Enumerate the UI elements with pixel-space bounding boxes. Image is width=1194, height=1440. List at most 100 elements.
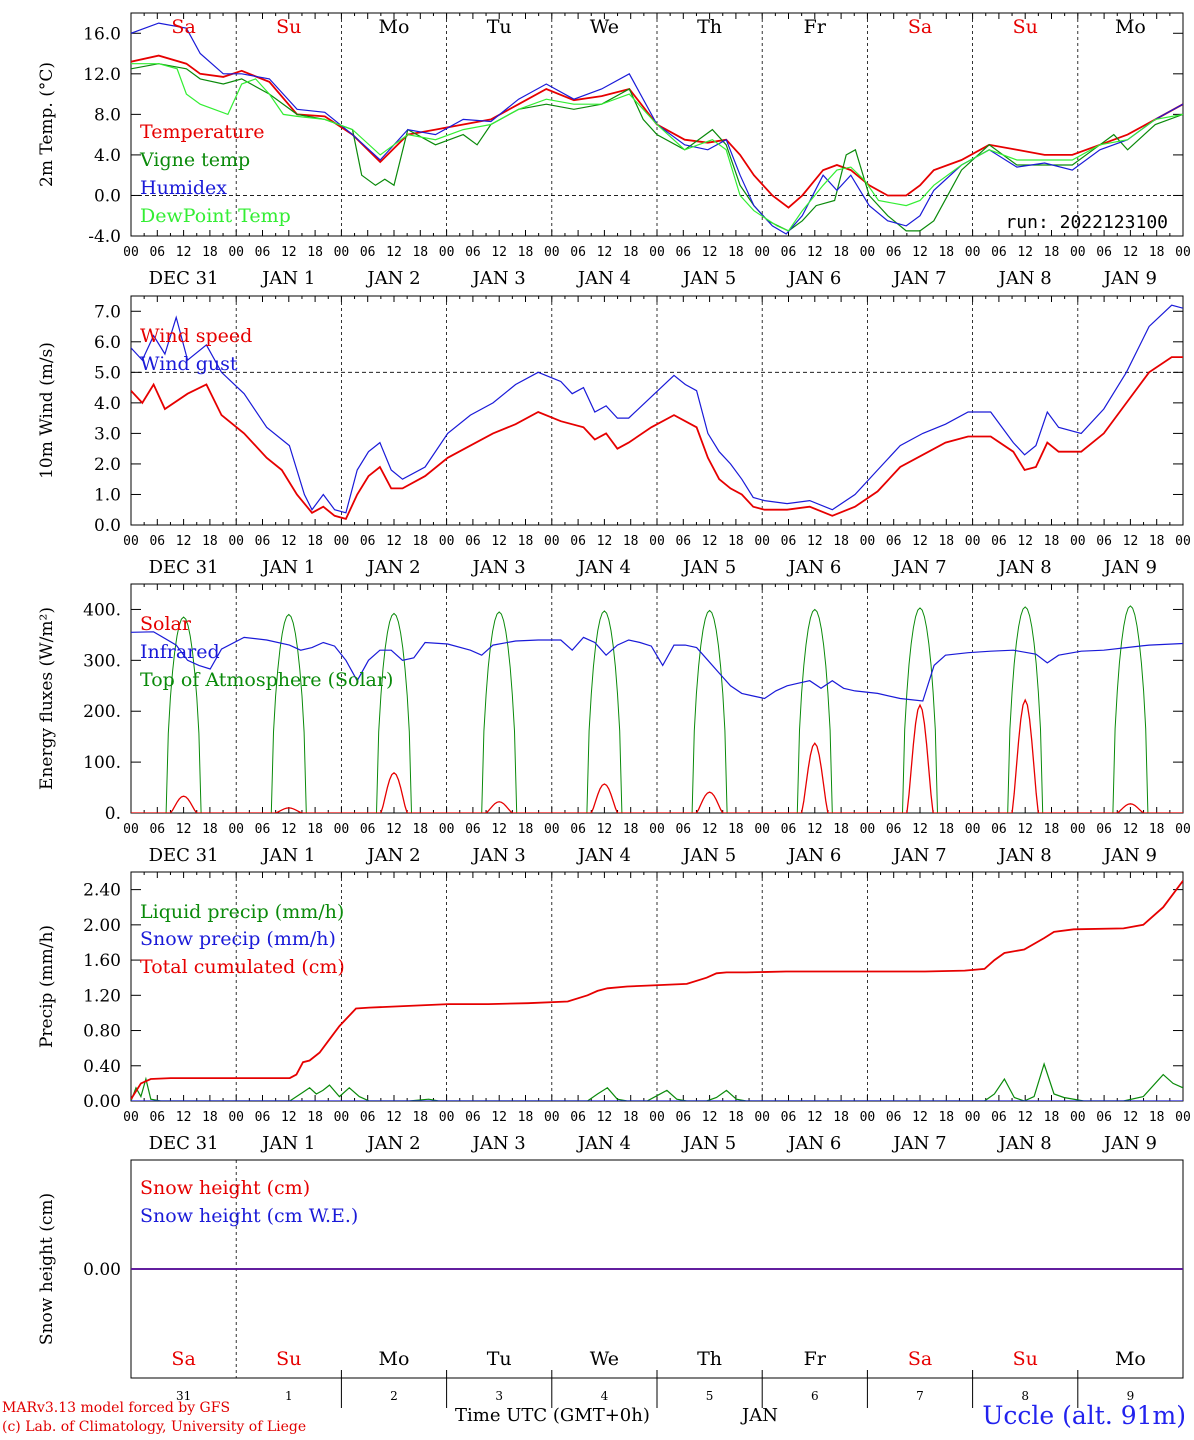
hour-label: 12: [807, 245, 823, 260]
hour-label: 12: [1017, 1110, 1033, 1125]
y-tick-label: 7.0: [94, 302, 121, 322]
date-label: JAN 7: [891, 268, 946, 289]
y-tick-label: 0.: [105, 804, 121, 824]
hour-label: 12: [1017, 245, 1033, 260]
hour-label: 12: [912, 245, 928, 260]
hour-label: 06: [991, 1110, 1007, 1125]
hour-label: 18: [412, 822, 428, 837]
hour-label: 18: [938, 245, 954, 260]
date-label: JAN 8: [997, 268, 1052, 289]
hour-label: 12: [912, 1110, 928, 1125]
series-top-of-atmosphere: [131, 605, 1183, 813]
hour-label: 12: [1017, 822, 1033, 837]
legend-temperature: Temperature: [140, 121, 264, 143]
hour-label: 06: [675, 822, 691, 837]
y-tick-label: 400.: [83, 600, 121, 620]
hour-label: 00: [544, 534, 560, 549]
legend-humidex: Humidex: [140, 177, 227, 199]
day-name: We: [590, 16, 619, 38]
date-label: JAN 6: [786, 557, 841, 578]
hour-label: 00: [860, 822, 876, 837]
day-number: 6: [811, 1389, 819, 1403]
hour-label: 06: [781, 245, 797, 260]
hour-label: 06: [781, 534, 797, 549]
hour-label: 18: [938, 1110, 954, 1125]
hour-label: 06: [1096, 1110, 1112, 1125]
legend-solar: Solar: [140, 613, 192, 635]
day-name: Su: [1013, 1348, 1038, 1370]
hour-label: 00: [334, 245, 350, 260]
hour-label: 00: [123, 822, 139, 837]
hour-label: 18: [833, 534, 849, 549]
month-label: JAN: [742, 1405, 778, 1426]
series-total-cumulated-cm-: [131, 880, 1183, 1100]
y-tick-label: 2.0: [94, 455, 121, 475]
date-label: JAN 6: [786, 1133, 841, 1154]
hour-label: 18: [202, 822, 218, 837]
date-label: JAN 3: [471, 1133, 526, 1154]
hour-label: 00: [228, 1110, 244, 1125]
date-label: JAN 6: [786, 845, 841, 866]
day-number: 8: [1021, 1389, 1029, 1403]
hour-label: 18: [412, 245, 428, 260]
date-label: JAN 4: [576, 557, 631, 578]
hour-label: 00: [649, 822, 665, 837]
day-number: 7: [916, 1389, 924, 1403]
hour-label: 00: [439, 534, 455, 549]
date-label: JAN 7: [891, 845, 946, 866]
hour-label: 00: [649, 534, 665, 549]
hour-label: 00: [1070, 534, 1086, 549]
y-axis-label: Energy fluxes (W/m²): [37, 607, 57, 790]
hour-label: 06: [570, 534, 586, 549]
date-label: JAN 7: [891, 1133, 946, 1154]
y-tick-label: 100.: [83, 753, 121, 773]
date-label: JAN 3: [471, 845, 526, 866]
hour-label: 12: [702, 534, 718, 549]
hour-label: 00: [649, 1110, 665, 1125]
hour-label: 06: [149, 245, 165, 260]
day-name: Tu: [487, 1348, 512, 1370]
day-name: Su: [1013, 16, 1038, 38]
legend-snow-height-cm-: Snow height (cm): [140, 1177, 310, 1199]
legend-total-cumulated-cm-: Total cumulated (cm): [140, 956, 345, 978]
series-group: [131, 605, 1183, 813]
day-name: Th: [697, 1348, 722, 1370]
hour-label: 18: [1044, 245, 1060, 260]
hour-label: 06: [465, 1110, 481, 1125]
hour-label: 00: [1175, 534, 1191, 549]
hour-label: 12: [1017, 534, 1033, 549]
date-label: JAN 7: [891, 557, 946, 578]
hour-label: 12: [176, 534, 192, 549]
date-label: JAN 9: [1102, 1133, 1157, 1154]
hour-label: 12: [281, 245, 297, 260]
y-tick-label: 0.80: [83, 1022, 121, 1042]
hour-label: 06: [255, 1110, 271, 1125]
hour-label: 00: [860, 534, 876, 549]
hour-label: 06: [570, 245, 586, 260]
hour-label: 12: [912, 822, 928, 837]
legend-dewpoint-temp: DewPoint Temp: [140, 205, 291, 227]
series-group: [131, 880, 1183, 1101]
date-label: JAN 6: [786, 268, 841, 289]
hour-label: 12: [386, 534, 402, 549]
y-tick-label: 0.00: [83, 1092, 121, 1112]
hour-label: 18: [307, 822, 323, 837]
series-liquid-precip-mm-h-: [131, 1062, 1183, 1101]
y-tick-label: 1.60: [83, 951, 121, 971]
date-label: JAN 5: [681, 557, 736, 578]
hour-label: 06: [465, 822, 481, 837]
hour-label: 00: [544, 1110, 560, 1125]
date-label: JAN 2: [365, 268, 420, 289]
date-label: JAN 5: [681, 845, 736, 866]
date-label: JAN 2: [365, 557, 420, 578]
hour-label: 00: [123, 1110, 139, 1125]
panel-precip: 2.40 2.00 1.60 1.20 0.80 0.40 0.00 Precip (mm/h…: [37, 871, 1191, 1154]
date-label: DEC 31: [149, 1133, 219, 1154]
lab-credit: (c) Lab. of Climatology, University of L…: [2, 1419, 307, 1435]
model-credit: MARv3.13 model forced by GFS: [2, 1400, 231, 1416]
day-name: Sa: [908, 1348, 932, 1370]
hour-label: 00: [228, 245, 244, 260]
y-tick-label: 6.0: [94, 333, 121, 353]
y-tick-label: 4.0: [94, 146, 121, 166]
